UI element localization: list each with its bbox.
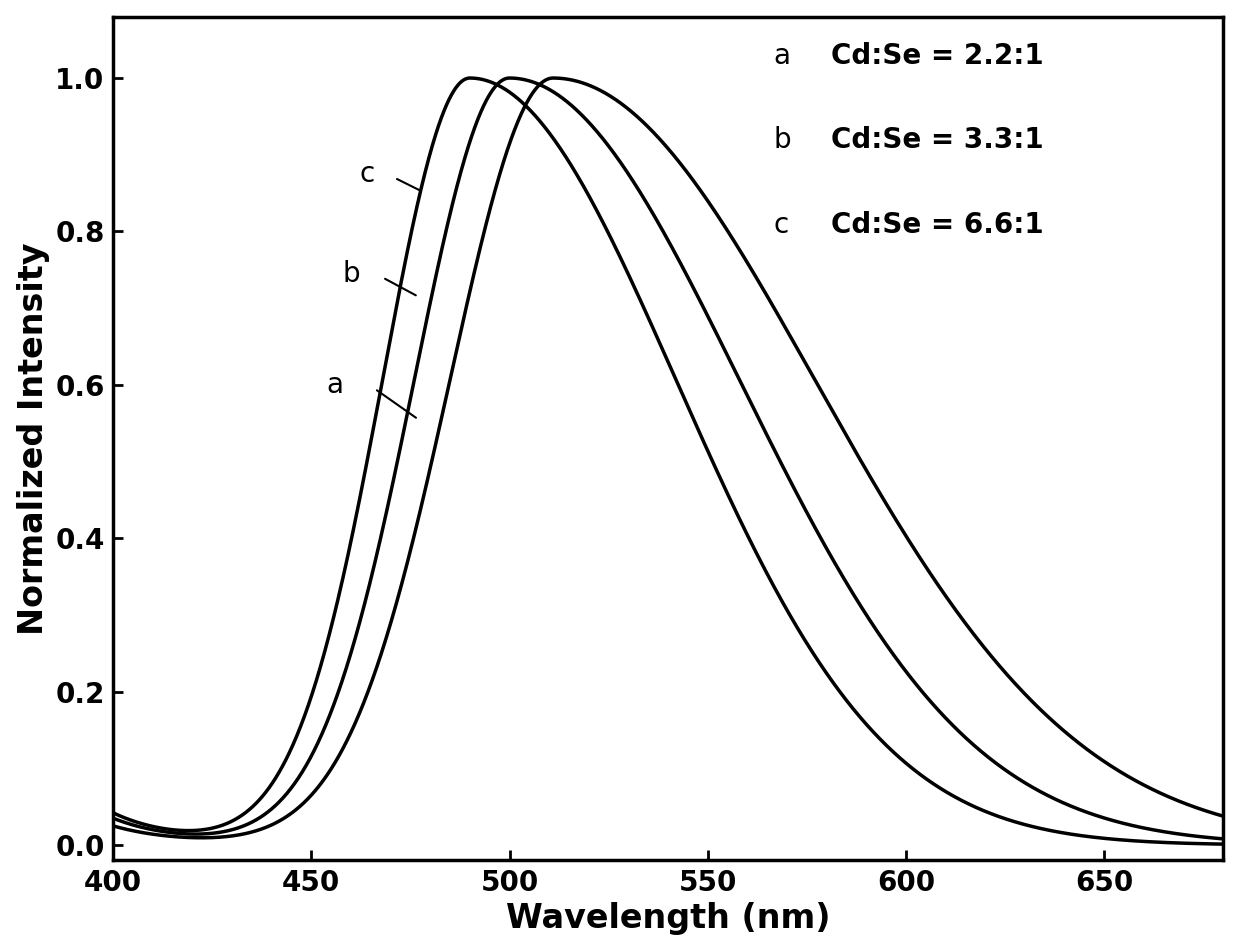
Text: a: a: [774, 42, 808, 70]
Y-axis label: Normalized Intensity: Normalized Intensity: [16, 243, 50, 635]
Text: b: b: [342, 260, 360, 288]
X-axis label: Wavelength (nm): Wavelength (nm): [506, 902, 831, 935]
Text: b: b: [774, 127, 808, 154]
Text: c: c: [774, 210, 807, 239]
Text: a: a: [326, 371, 343, 399]
Text: c: c: [360, 160, 374, 188]
Text: Cd:Se = 3.3:1: Cd:Se = 3.3:1: [831, 127, 1044, 154]
Text: Cd:Se = 6.6:1: Cd:Se = 6.6:1: [831, 210, 1044, 239]
Text: Cd:Se = 2.2:1: Cd:Se = 2.2:1: [831, 42, 1044, 70]
